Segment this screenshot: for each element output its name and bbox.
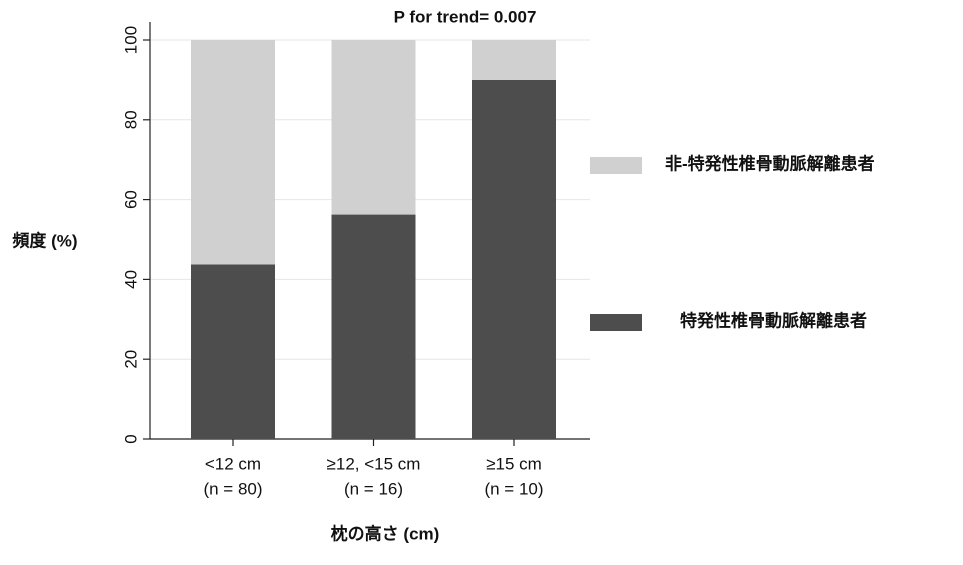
legend-swatch <box>590 314 642 331</box>
y-axis-label: 頻度 (%) <box>11 230 77 250</box>
x-tick-label: ≥12, <15 cm <box>327 454 421 473</box>
legend-label: 非-特発性椎骨動脈解離患者 <box>665 153 875 173</box>
x-tick-label: (n = 10) <box>484 479 543 498</box>
bar-segment <box>191 40 275 265</box>
y-tick-label: 100 <box>121 26 140 54</box>
y-tick-label: 80 <box>121 110 140 129</box>
x-tick-label: (n = 16) <box>344 479 403 498</box>
x-tick-label: <12 cm <box>205 454 261 473</box>
x-tick-label: (n = 80) <box>203 479 262 498</box>
y-tick-label: 0 <box>121 434 140 443</box>
y-tick-label: 20 <box>121 350 140 369</box>
y-tick-label: 40 <box>121 270 140 289</box>
x-axis-label: 枕の高さ (cm) <box>331 523 440 543</box>
bar-segment <box>191 264 275 439</box>
bar-segment <box>472 40 556 80</box>
bar-segment <box>331 40 416 215</box>
x-tick-label: ≥15 cm <box>486 454 542 473</box>
chart-title: P for trend= 0.007 <box>394 7 537 26</box>
bar-segment <box>472 79 556 440</box>
y-tick-label: 60 <box>121 190 140 209</box>
legend-swatch <box>590 157 642 174</box>
legend-label: 特発性椎骨動脈解離患者 <box>680 310 867 330</box>
bar-segment <box>331 214 416 439</box>
